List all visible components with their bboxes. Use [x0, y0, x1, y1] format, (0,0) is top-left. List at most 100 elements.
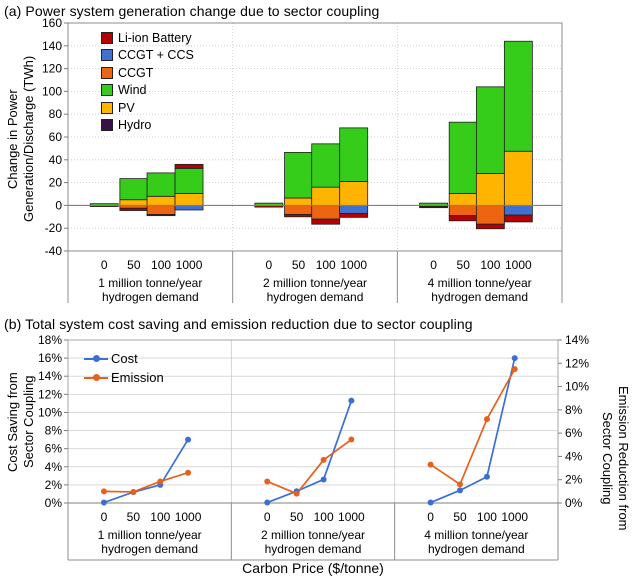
carbon-price-tick-label: 100 [477, 510, 497, 524]
x-axis-title: Carbon Price ($/tonne) [242, 560, 384, 576]
legend-item-pv: PV [101, 99, 194, 117]
y-tick-label: 20 [49, 176, 63, 190]
data-point-cost [483, 473, 490, 480]
y-tick-label-left: 14% [38, 369, 62, 383]
y-tick-label-left: 16% [38, 351, 62, 365]
y-tick-label-right: 0% [565, 496, 583, 510]
y-tick-label: 160 [42, 16, 62, 30]
data-point-emission [130, 488, 137, 495]
bar-segment-pv [339, 181, 369, 206]
cost-line [430, 357, 516, 504]
carbon-price-tick-label: 0 [101, 510, 108, 524]
chart-b-right-axis-title-line2: Sector Coupling [600, 411, 615, 505]
y-tick-label: 0 [55, 198, 62, 212]
y-tick-label: 40 [49, 153, 63, 167]
bar-segment-liion [119, 207, 149, 211]
chart-b-right-axis-title-line1: Emission Reduction from [616, 385, 631, 531]
cost-line-marker-icon [84, 355, 108, 362]
data-point-cost [457, 487, 463, 494]
cost-line [266, 400, 353, 504]
data-point-cost [348, 397, 355, 404]
cost-line [103, 439, 189, 504]
legend-item-ccgt: CCGT [101, 64, 194, 82]
bar-segment-ccgt [146, 204, 176, 215]
group-label-line2: hydrogen demand [102, 290, 199, 304]
legend-label: Hydro [118, 118, 152, 133]
data-point-cost [320, 476, 327, 483]
data-point-emission [100, 488, 107, 495]
data-point-emission [320, 456, 327, 463]
data-point-emission [427, 461, 434, 468]
legend-label: Cost [111, 351, 138, 366]
legend-item-wind: Wind [101, 82, 194, 100]
chart-b-left-axis-title-line1: Cost Saving from [5, 372, 20, 472]
y-tick-label-right: 12% [565, 356, 589, 370]
carbon-price-tick-label: 1000 [505, 258, 532, 272]
group-label-line2: hydrogen demand [101, 542, 198, 556]
wind-swatch-icon [101, 84, 113, 97]
emission-line-marker-icon [84, 374, 108, 381]
carbon-price-tick-label: 1000 [176, 258, 203, 272]
carbon-price-tick-label: 1000 [501, 510, 528, 524]
bar-segment-liion [284, 214, 313, 218]
group-label-line1: 4 million tonne/year [424, 528, 528, 542]
data-point-emission [483, 416, 490, 423]
y-tick-label: 80 [49, 107, 63, 121]
bar-segment-ccgt [475, 204, 505, 225]
y-tick-label-left: 10% [38, 405, 62, 419]
chart-a-legend: Li-ion Battery CCGT + CCS CCGT Wind PV Hydro [101, 29, 194, 134]
y-tick-label-right: 4% [565, 449, 583, 463]
bar-segment-pv [119, 199, 149, 206]
carbon-price-tick-label: 0 [266, 258, 273, 272]
data-point-cost [185, 436, 192, 443]
carbon-price-tick-label: 100 [480, 258, 500, 272]
y-tick-label: 100 [42, 84, 62, 98]
data-point-cost [264, 499, 271, 506]
legend-item-cost: Cost [84, 349, 164, 368]
data-point-cost [511, 355, 518, 362]
carbon-price-tick-label: 50 [127, 510, 141, 524]
y-tick-label: 60 [49, 130, 63, 144]
data-point-emission [457, 481, 463, 488]
y-tick-label-right: 8% [565, 403, 583, 417]
carbon-price-tick-label: 0 [430, 258, 437, 272]
bar-segment-liion [475, 223, 505, 230]
y-tick-label: -40 [45, 244, 63, 258]
legend-label: PV [118, 100, 135, 115]
carbon-price-tick-label: 50 [453, 510, 467, 524]
carbon-price-tick-label: 100 [316, 258, 336, 272]
y-tick-label-left: 0% [45, 496, 63, 510]
bar-segment-liion [503, 214, 533, 223]
bar-segment-pv [146, 195, 176, 206]
y-tick-label: 140 [42, 39, 62, 53]
carbon-price-tick-label: 1000 [340, 258, 367, 272]
carbon-price-tick-label: 1000 [338, 510, 365, 524]
carbon-price-tick-label: 0 [264, 510, 271, 524]
y-tick-label-right: 6% [565, 426, 583, 440]
data-point-emission [348, 436, 355, 443]
bar-segment-ccgt [311, 204, 341, 220]
chart-b-right-axis-title: Emission Reduction from Sector Coupling [599, 348, 631, 568]
data-point-emission [293, 490, 300, 497]
y-tick-label-right: 14% [565, 333, 589, 347]
legend-item-emission: Emission [84, 368, 164, 387]
data-point-emission [511, 366, 518, 373]
carbon-price-tick-label: 50 [290, 510, 304, 524]
pv-swatch-icon [101, 101, 113, 114]
bar-segment-liion [448, 215, 478, 222]
emission-line [266, 438, 352, 495]
chart-a-y-axis-title-line2: Generation/Discharge (TWh) [21, 55, 36, 223]
bar-segment-ccgt [284, 204, 313, 215]
data-point-emission [185, 469, 192, 476]
bar-segment-liion [419, 206, 448, 209]
chart-a-y-axis-title-line1: Change in Power [5, 89, 20, 189]
bar-segment-ccgt_ccs [174, 204, 204, 211]
group-label-line1: 2 million tonne/year [263, 276, 367, 290]
carbon-price-tick-label: 0 [427, 510, 434, 524]
bar-segment-liion [339, 212, 369, 218]
bar-segment-wind [146, 172, 176, 197]
data-point-cost [427, 499, 434, 506]
y-tick-label-left: 2% [45, 478, 63, 492]
bar-segment-ccgt_ccs [503, 204, 533, 216]
